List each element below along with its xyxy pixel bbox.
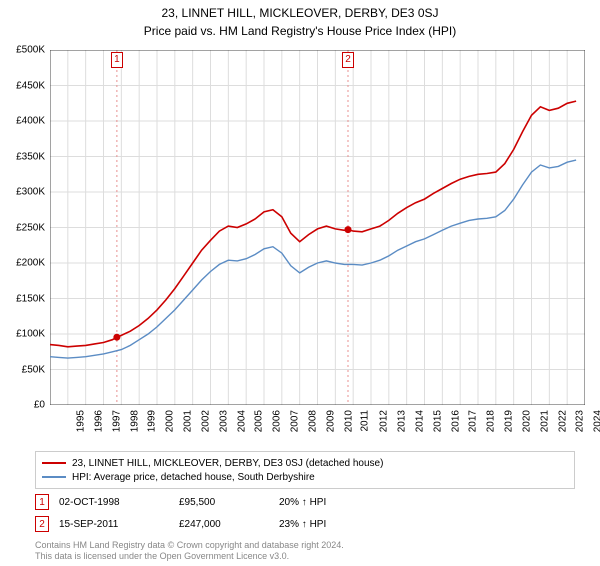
chart-svg: [50, 50, 585, 405]
sale-record-row: 1 02-OCT-1998 £95,500 20% ↑ HPI: [35, 494, 326, 510]
x-axis-tick: 2012: [378, 410, 389, 432]
legend-item: HPI: Average price, detached house, Sout…: [42, 470, 568, 484]
x-axis-tick: 1996: [93, 410, 104, 432]
x-axis-tick: 2006: [271, 410, 282, 432]
sale-vs-hpi: 20% ↑ HPI: [279, 497, 326, 508]
x-axis-tick: 2008: [307, 410, 318, 432]
y-axis-tick: £100K: [16, 329, 45, 340]
x-axis-tick: 2022: [557, 410, 568, 432]
chart-container: { "title": "23, LINNET HILL, MICKLEOVER,…: [0, 6, 600, 566]
x-axis-tick: 2000: [164, 410, 175, 432]
y-axis-tick: £500K: [16, 45, 45, 56]
x-axis-tick: 2020: [521, 410, 532, 432]
sale-date: 02-OCT-1998: [59, 497, 169, 508]
x-axis-tick: 2024: [592, 410, 600, 432]
x-axis-tick: 2019: [503, 410, 514, 432]
chart-title: 23, LINNET HILL, MICKLEOVER, DERBY, DE3 …: [0, 6, 600, 20]
x-axis-tick: 2003: [218, 410, 229, 432]
x-axis-tick: 1998: [129, 410, 140, 432]
x-axis-tick: 2010: [343, 410, 354, 432]
sale-price: £247,000: [179, 519, 269, 530]
y-axis-tick: £50K: [22, 364, 45, 375]
sale-marker-tag: 1: [111, 52, 123, 68]
x-axis-tick: 2016: [450, 410, 461, 432]
legend-swatch: [42, 476, 66, 478]
x-axis-tick: 2023: [575, 410, 586, 432]
x-axis-tick: 1997: [111, 410, 122, 432]
x-axis-tick: 2007: [289, 410, 300, 432]
y-axis-tick: £400K: [16, 116, 45, 127]
footer-line-1: Contains HM Land Registry data © Crown c…: [35, 540, 344, 551]
sale-vs-hpi: 23% ↑ HPI: [279, 519, 326, 530]
x-axis-tick: 2001: [182, 410, 193, 432]
sale-marker-number-box: 2: [35, 516, 49, 532]
x-axis-tick: 2002: [200, 410, 211, 432]
y-axis-tick: £200K: [16, 258, 45, 269]
x-axis-tick: 2011: [360, 410, 371, 432]
sale-marker-tag: 2: [342, 52, 354, 68]
x-axis-tick: 2021: [539, 410, 550, 432]
sale-price: £95,500: [179, 497, 269, 508]
y-axis-tick: £250K: [16, 222, 45, 233]
x-axis-tick: 2017: [468, 410, 479, 432]
x-axis-tick: 2015: [432, 410, 443, 432]
x-axis-tick: 2014: [414, 410, 425, 432]
footer-text: Contains HM Land Registry data © Crown c…: [35, 540, 344, 562]
x-axis-tick: 2004: [236, 410, 247, 432]
legend-item: 23, LINNET HILL, MICKLEOVER, DERBY, DE3 …: [42, 456, 568, 470]
sale-record-row: 2 15-SEP-2011 £247,000 23% ↑ HPI: [35, 516, 326, 532]
x-axis-tick: 1999: [147, 410, 158, 432]
x-axis-tick: 2009: [325, 410, 336, 432]
x-axis-tick: 2013: [396, 410, 407, 432]
y-axis-tick: £150K: [16, 293, 45, 304]
chart-area: £0£50K£100K£150K£200K£250K£300K£350K£400…: [50, 50, 585, 405]
y-axis-tick: £0: [34, 400, 45, 411]
sale-date: 15-SEP-2011: [59, 519, 169, 530]
x-axis-tick: 1995: [75, 410, 86, 432]
x-axis-tick: 2018: [485, 410, 496, 432]
legend-swatch: [42, 462, 66, 464]
legend-box: 23, LINNET HILL, MICKLEOVER, DERBY, DE3 …: [35, 451, 575, 489]
y-axis-tick: £450K: [16, 80, 45, 91]
legend-label: 23, LINNET HILL, MICKLEOVER, DERBY, DE3 …: [72, 458, 383, 469]
y-axis-tick: £350K: [16, 151, 45, 162]
chart-subtitle: Price paid vs. HM Land Registry's House …: [0, 24, 600, 38]
y-axis-tick: £300K: [16, 187, 45, 198]
legend-label: HPI: Average price, detached house, Sout…: [72, 472, 315, 483]
x-axis-tick: 2005: [254, 410, 265, 432]
sale-marker-number-box: 1: [35, 494, 49, 510]
